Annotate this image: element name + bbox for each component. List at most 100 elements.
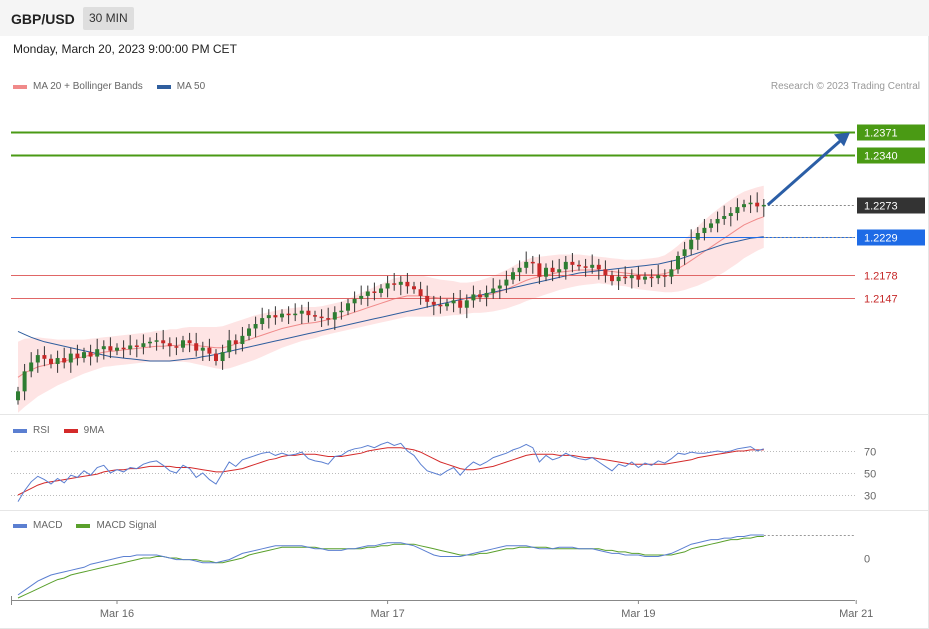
candle-body-up bbox=[669, 269, 674, 277]
candle-body-down bbox=[75, 353, 80, 359]
candle-body-up bbox=[695, 233, 700, 240]
timeframe-badge[interactable]: 30 MIN bbox=[83, 7, 134, 30]
candle-body-up bbox=[359, 295, 364, 299]
candle-body-down bbox=[286, 313, 291, 316]
candle-body-up bbox=[735, 207, 740, 214]
ma50-line bbox=[17, 236, 764, 362]
candle-body-up bbox=[299, 310, 304, 314]
x-axis-tick-label: Mar 16 bbox=[100, 608, 134, 620]
candle-body-down bbox=[755, 202, 760, 207]
target-level-tag bbox=[857, 124, 925, 141]
candle-body-up bbox=[682, 249, 687, 256]
candle-body-up bbox=[517, 267, 522, 273]
candle-body-up bbox=[643, 276, 647, 280]
candle-body-up bbox=[511, 272, 515, 280]
candle-body-down bbox=[187, 340, 192, 344]
candle-body-down bbox=[458, 300, 463, 308]
candle-body-up bbox=[590, 264, 595, 268]
candle-body-down bbox=[108, 346, 113, 351]
candle-body-up bbox=[379, 288, 383, 293]
chart-header: GBP/USD 30 MIN bbox=[0, 0, 929, 36]
candle-body-down bbox=[583, 266, 588, 268]
candle-body-up bbox=[722, 216, 727, 219]
candle-body-up bbox=[346, 303, 350, 311]
candle-body-up bbox=[445, 303, 449, 307]
candle-body-up bbox=[464, 300, 469, 308]
legend-label-macd-signal: MACD Signal bbox=[96, 520, 157, 531]
candle-body-up bbox=[471, 294, 476, 301]
candle-body-down bbox=[649, 276, 654, 279]
candle-body-down bbox=[662, 275, 667, 277]
candle-body-down bbox=[167, 343, 172, 347]
candle-body-down bbox=[88, 352, 93, 357]
candle-body-up bbox=[293, 313, 298, 316]
candle-body-down bbox=[438, 304, 443, 307]
candle-body-up bbox=[709, 223, 713, 228]
candle-body-down bbox=[405, 281, 410, 287]
candle-body-up bbox=[365, 291, 370, 296]
pivot-level-tag bbox=[857, 229, 925, 246]
support-level-label: 1.2178 bbox=[864, 271, 898, 283]
candle-body-down bbox=[326, 318, 331, 320]
legend-swatch-rsi-9ma bbox=[63, 428, 78, 433]
macd-legend: MACD MACD Signal bbox=[13, 520, 170, 531]
legend-label-ma50: MA 50 bbox=[176, 81, 206, 92]
candle-body-up bbox=[95, 349, 100, 357]
candle-body-up bbox=[557, 269, 562, 273]
candle-body-up bbox=[266, 315, 271, 319]
x-axis-tick-label: Mar 17 bbox=[370, 608, 404, 620]
macd-tick-label: 0 bbox=[864, 554, 870, 566]
candle-body-up bbox=[35, 355, 40, 363]
candle-body-up bbox=[352, 298, 357, 304]
candle-body-down bbox=[550, 267, 555, 273]
rsi-tick-label: 50 bbox=[864, 469, 876, 481]
candle-body-up bbox=[227, 340, 232, 353]
candle-body-down bbox=[577, 264, 581, 267]
candle-body-down bbox=[530, 261, 535, 264]
candle-body-down bbox=[412, 286, 416, 290]
bollinger-band bbox=[18, 185, 764, 413]
legend-swatch-macd-signal bbox=[76, 523, 91, 528]
macd-signal-line bbox=[17, 536, 764, 599]
candle-body-down bbox=[194, 343, 199, 351]
macd-line bbox=[17, 534, 764, 596]
rsi-tick-label: 30 bbox=[864, 491, 876, 503]
candle-body-up bbox=[484, 292, 489, 298]
research-credit: Research © 2023 Trading Central bbox=[770, 81, 920, 92]
candle-body-down bbox=[425, 295, 430, 302]
candle-body-up bbox=[332, 312, 337, 320]
rsi-tick-label: 70 bbox=[864, 447, 876, 459]
candle-body-up bbox=[761, 204, 766, 207]
legend-label-rsi: RSI bbox=[33, 425, 50, 436]
candle-body-down bbox=[121, 347, 126, 350]
candle-body-up bbox=[68, 353, 73, 363]
candle-body-up bbox=[702, 227, 707, 234]
target-level-tag bbox=[857, 147, 925, 164]
candle-body-up bbox=[629, 275, 634, 279]
candle-body-up bbox=[141, 343, 146, 347]
symbol-title: GBP/USD bbox=[11, 11, 75, 27]
rsi-9ma-line bbox=[17, 447, 764, 496]
candle-body-up bbox=[181, 340, 185, 348]
candle-body-up bbox=[497, 285, 502, 289]
candle-body-down bbox=[207, 347, 212, 354]
candle-body-up bbox=[742, 204, 746, 208]
candle-body-down bbox=[636, 275, 641, 280]
candle-body-up bbox=[676, 255, 680, 270]
candle-body-up bbox=[491, 288, 496, 293]
candle-body-down bbox=[161, 340, 166, 344]
candle-body-up bbox=[55, 358, 60, 364]
pivot-level-label: 1.2229 bbox=[864, 233, 898, 245]
candle-body-up bbox=[715, 218, 720, 224]
legend-swatch-rsi bbox=[13, 428, 27, 433]
legend-swatch-macd bbox=[13, 523, 27, 528]
candle-body-up bbox=[728, 213, 733, 217]
candle-body-up bbox=[339, 310, 344, 313]
candle-body-down bbox=[603, 269, 608, 276]
candle-body-up bbox=[247, 328, 251, 336]
candle-body-up bbox=[385, 283, 390, 289]
candle-body-up bbox=[616, 276, 621, 282]
candle-body-up bbox=[748, 202, 753, 205]
candle-body-down bbox=[418, 289, 423, 296]
